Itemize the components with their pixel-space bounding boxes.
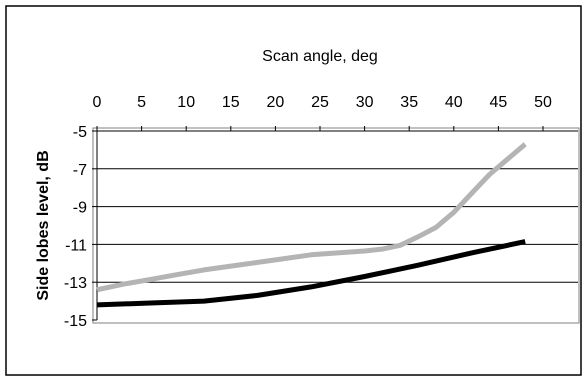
y-tick-label-5: -15 — [64, 313, 87, 330]
x-axis-title: Scan angle, deg — [262, 48, 378, 65]
x-tick-label-3: 15 — [222, 94, 240, 111]
y-tick-label-1: -7 — [73, 162, 87, 179]
x-tick-label-8: 40 — [445, 94, 463, 111]
x-tick-label-0: 0 — [93, 94, 102, 111]
y-tick-label-4: -13 — [64, 275, 87, 292]
y-axis-title: Side lobes level, dB — [35, 150, 52, 300]
x-tick-label-9: 45 — [490, 94, 508, 111]
series-line-0 — [96, 142, 527, 293]
series — [96, 142, 527, 308]
x-tick-label-5: 25 — [311, 94, 329, 111]
tick-labels: -5 -7 -9 -11 -13 -15 0 5 10 15 20 25 30 35 40 45 50 — [64, 94, 552, 330]
x-tick-label-6: 30 — [356, 94, 374, 111]
plot-area — [92, 127, 580, 324]
x-tick-label-1: 5 — [137, 94, 146, 111]
y-tick-label-2: -9 — [73, 200, 87, 217]
x-tick-label-7: 35 — [400, 94, 418, 111]
y-tick-label-0: -5 — [73, 124, 87, 141]
x-tick-label-2: 10 — [177, 94, 195, 111]
x-tick-label-10: 50 — [534, 94, 552, 111]
x-tick-label-4: 20 — [267, 94, 285, 111]
series-line-1 — [96, 239, 526, 308]
y-tick-label-3: -11 — [65, 237, 87, 254]
